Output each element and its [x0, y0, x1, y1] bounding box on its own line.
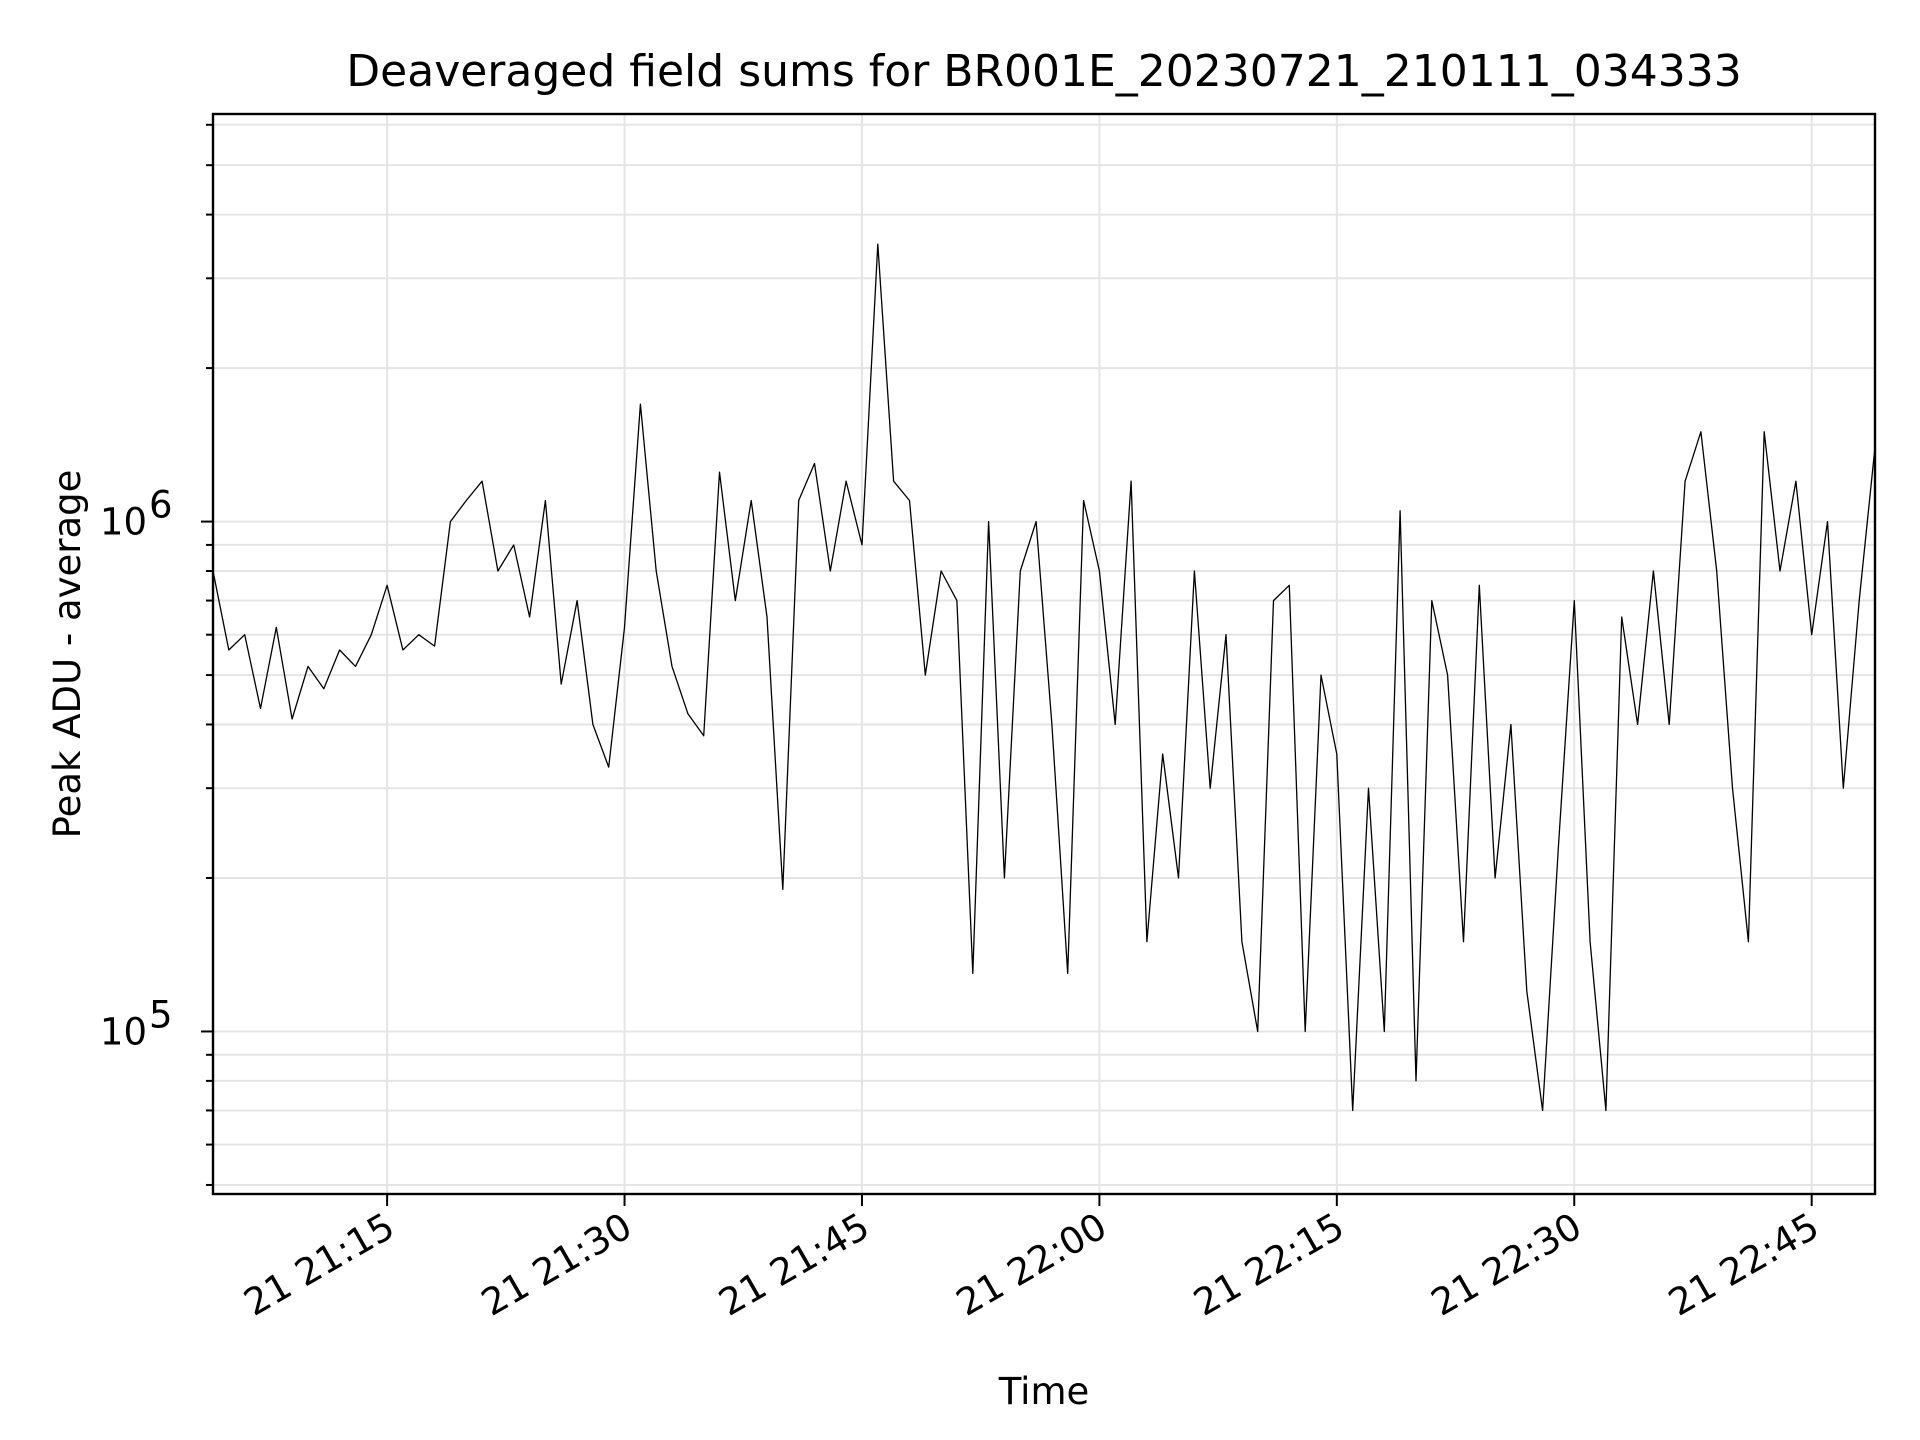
x-axis-label: Time	[998, 1370, 1090, 1413]
axis-ticks	[201, 123, 1813, 1206]
x-tick-label: 21 21:30	[474, 1205, 639, 1325]
x-tick-label: 21 22:30	[1424, 1205, 1589, 1325]
y-tick-exponent: 5	[149, 993, 173, 1036]
x-tick-label: 21 22:15	[1187, 1205, 1352, 1325]
x-tick-labels: 21 21:15 21 21:30 21 21:45 21 22:00 21 22:15…	[237, 1205, 1826, 1325]
series-line	[212, 243, 1876, 1112]
x-tick-label: 21 21:45	[712, 1205, 877, 1325]
x-tick-label: 21 21:15	[237, 1205, 402, 1325]
y-tick-label: 10	[100, 501, 147, 544]
y-tick-label: 10	[100, 1010, 147, 1053]
x-tick-label: 21 22:45	[1661, 1205, 1826, 1325]
chart-title: Deaveraged field sums for BR001E_2023072…	[346, 46, 1741, 97]
y-axis-label: Peak ADU - average	[46, 470, 89, 839]
x-tick-label: 21 22:00	[949, 1205, 1114, 1325]
plot-frame	[211, 112, 1877, 1196]
gridlines	[213, 114, 1875, 1194]
y-tick-exponent: 6	[149, 484, 173, 527]
